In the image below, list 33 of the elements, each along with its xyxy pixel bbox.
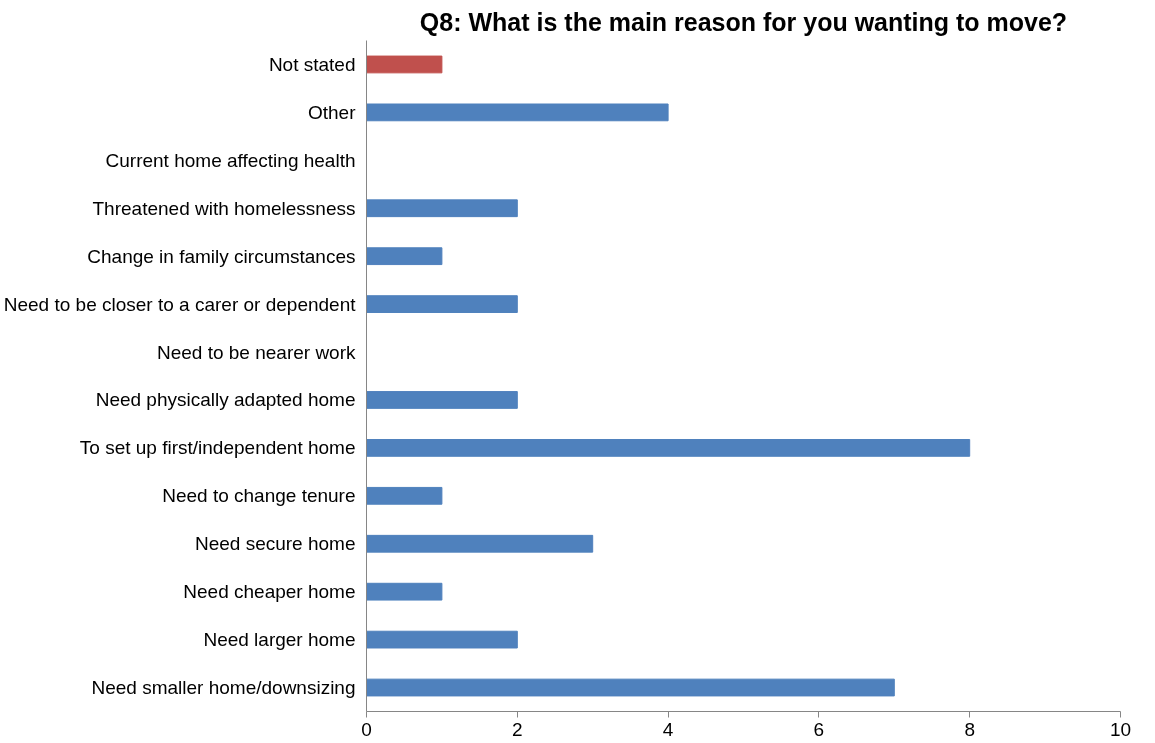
y-tick-label: To set up first/independent home <box>79 437 356 459</box>
y-tick-label: Current home affecting health <box>105 149 356 171</box>
y-tick-label: Threatened with homelessness <box>92 197 356 219</box>
y-tick-label: Need smaller home/downsizing <box>91 677 356 699</box>
x-tick-label: 4 <box>662 718 674 740</box>
bar <box>366 486 443 505</box>
y-tick-label: Need physically adapted home <box>95 389 356 411</box>
x-tick-label: 10 <box>1109 718 1132 740</box>
y-tick-label: Need to be nearer work <box>156 341 356 363</box>
y-tick-label: Need to be closer to a carer or dependent <box>3 293 357 315</box>
bar <box>366 439 971 457</box>
bar <box>366 295 518 313</box>
x-tick-label: 6 <box>813 718 825 740</box>
x-tick-label: 2 <box>512 718 523 740</box>
y-tick-label: Need larger home <box>203 629 356 651</box>
bar <box>366 103 669 122</box>
y-tick-label: Need to change tenure <box>162 485 356 507</box>
y-tick-label: Not stated <box>268 53 356 75</box>
y-tick-label: Need cheaper home <box>183 581 356 603</box>
y-tick-label: Other <box>307 101 357 123</box>
bar <box>366 247 443 266</box>
y-tick-label: Need secure home <box>194 533 356 555</box>
x-tick-label: 0 <box>361 718 372 740</box>
bar <box>366 55 443 74</box>
bar <box>366 678 895 697</box>
bar <box>366 534 594 553</box>
y-tick-label: Change in family circumstances <box>87 245 356 267</box>
chart-title: Q8: What is the main reason for you wanting to move? <box>419 7 1068 36</box>
bar <box>366 391 518 409</box>
bar <box>366 582 443 601</box>
x-tick-label: 8 <box>964 718 975 740</box>
bar <box>366 199 518 218</box>
bar <box>366 630 518 649</box>
